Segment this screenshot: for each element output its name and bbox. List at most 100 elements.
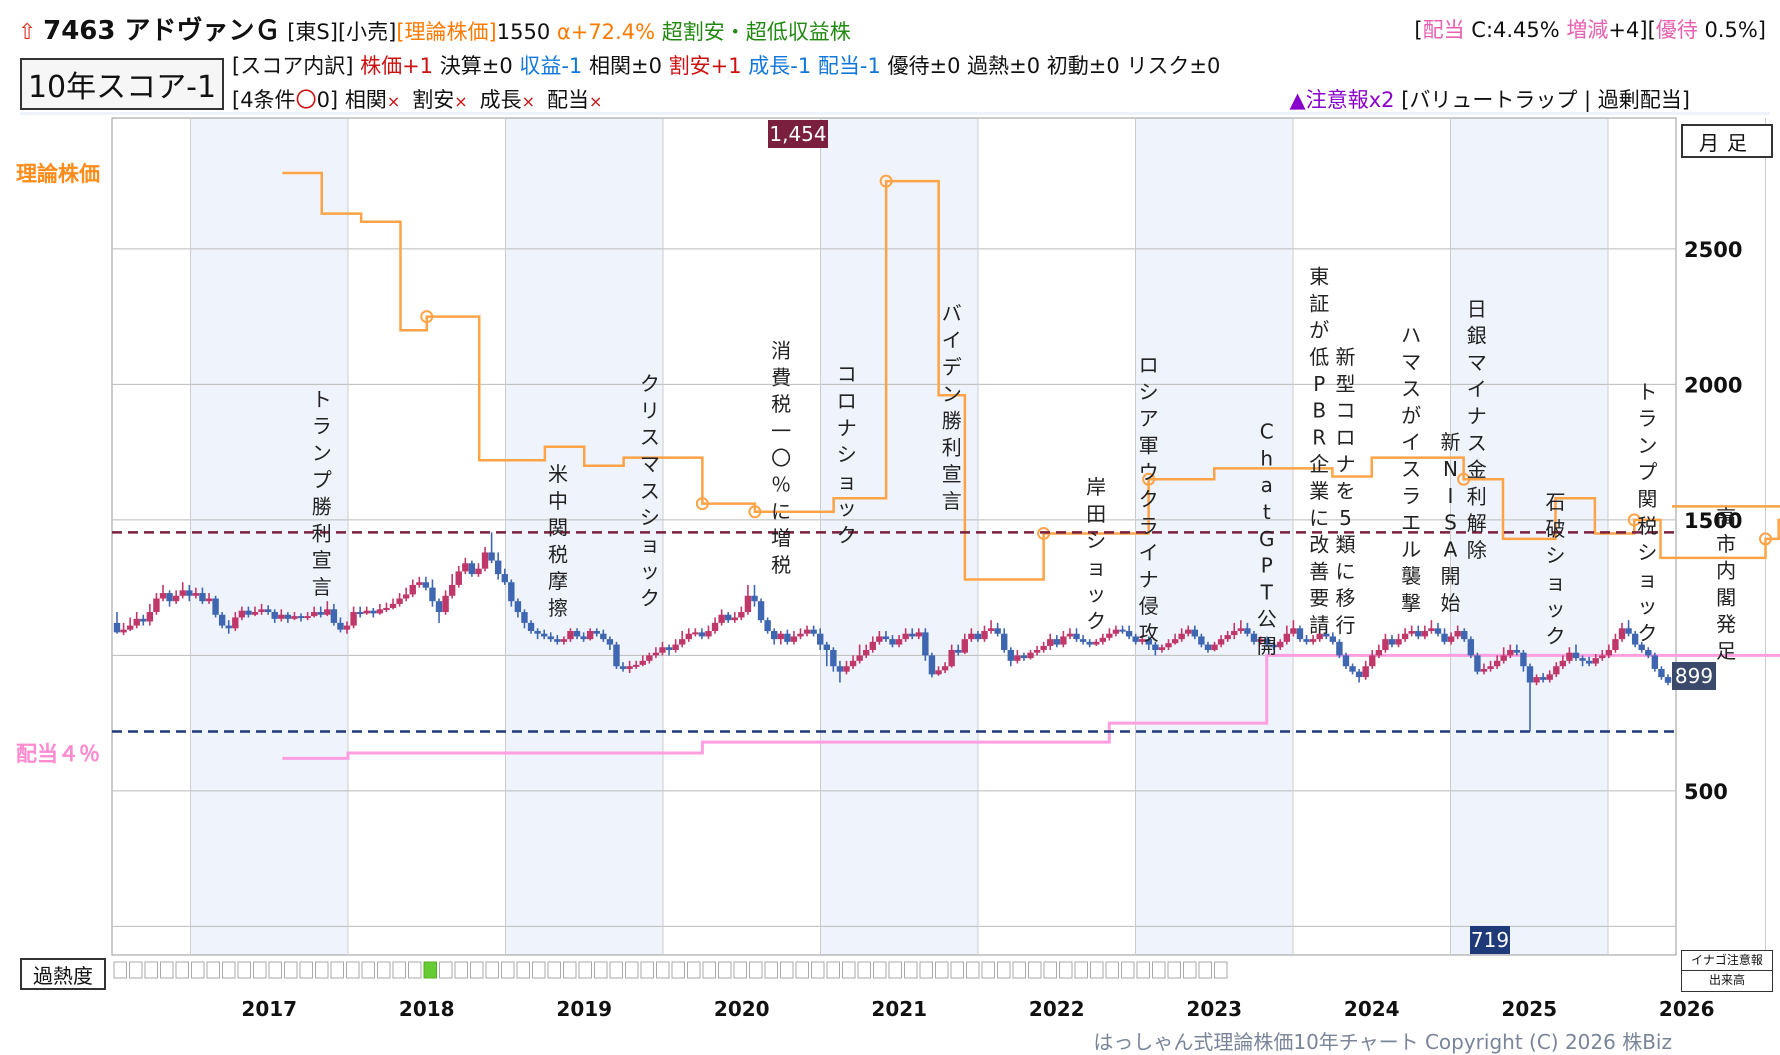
candle-body — [422, 582, 430, 588]
candle-body — [1618, 628, 1626, 640]
overheat-cell — [113, 961, 127, 979]
overheat-cell — [1028, 961, 1042, 979]
candle-body — [1651, 655, 1659, 669]
conditions-line: [4条件〇0] 相関× 割安× 成長× 配当× — [232, 84, 614, 114]
overheat-cell — [857, 961, 871, 979]
x-year-label: 2023 — [1186, 997, 1242, 1021]
x-year-label: 2025 — [1501, 997, 1557, 1021]
candle-body — [974, 633, 982, 640]
theory-price-value: 1550 — [496, 20, 551, 44]
candle-body — [1342, 655, 1350, 667]
overheat-cell — [423, 961, 437, 979]
overheat-cell — [1074, 961, 1088, 979]
candle-body — [1211, 644, 1218, 650]
condition-label: 成長 — [479, 88, 522, 112]
x-year-label: 2022 — [1029, 997, 1085, 1021]
stock-name: 7463 アドヴァンＧ — [43, 16, 281, 46]
candle-body — [1270, 644, 1277, 648]
monthly-button[interactable]: 月足 — [1681, 124, 1773, 158]
candle-body — [284, 614, 292, 619]
overheat-cell — [656, 961, 670, 979]
warning-line: ▲注意報x2 [バリュートラップ | 過剰配当] — [1290, 84, 1690, 114]
candle-body — [1631, 633, 1639, 645]
candle-body — [1382, 639, 1389, 650]
candle-body — [1145, 639, 1153, 645]
candle-body — [1204, 644, 1212, 650]
candle-body — [1585, 660, 1593, 664]
event-label: 東証が低 P B R 企業に改善要請 — [1309, 265, 1329, 637]
candle-body — [1625, 628, 1632, 634]
candle-body — [955, 649, 962, 653]
overheat-cell — [377, 961, 391, 979]
candle-body — [560, 639, 568, 642]
candle-body — [120, 629, 127, 633]
candle-body — [1073, 633, 1080, 640]
candle-body — [1060, 636, 1067, 645]
candle-body — [1040, 645, 1047, 650]
event-label: 高市内閣発足 — [1716, 505, 1736, 663]
candle-body — [1086, 641, 1093, 645]
candle-body — [1112, 629, 1120, 634]
score-item: リスク±0 — [1126, 54, 1221, 78]
candle-body — [948, 649, 955, 667]
event-label: 岸田ショック — [1086, 475, 1106, 633]
cross-icon: × — [521, 92, 536, 111]
high-badge: 1,454 — [769, 122, 826, 146]
candle-body — [1007, 649, 1014, 661]
theory-marker — [695, 497, 709, 511]
warning-badge: ▲注意報x2 — [1289, 88, 1395, 112]
candle-body — [1303, 639, 1310, 642]
candle-body — [264, 609, 272, 613]
x-year-label: 2018 — [399, 997, 455, 1021]
overheat-cell — [1136, 961, 1150, 979]
candle-body — [738, 612, 745, 618]
theory-axis-label: 理論株価 — [16, 162, 100, 186]
candle-body — [1513, 649, 1521, 653]
candle-body — [1559, 660, 1567, 667]
candle-body — [895, 639, 903, 645]
overheat-cell — [175, 961, 189, 979]
candle-body — [1001, 633, 1008, 650]
x-year-label: 2019 — [556, 997, 612, 1021]
candle-body — [1415, 631, 1422, 637]
candle-body — [797, 633, 804, 637]
candle-body — [1257, 639, 1264, 642]
overheat-cell — [1012, 961, 1026, 979]
candle-body — [987, 628, 995, 632]
candle-body — [718, 614, 725, 623]
candle-body — [849, 660, 857, 667]
overheat-cell — [966, 961, 980, 979]
candle-body — [448, 584, 456, 596]
candle-body — [764, 620, 771, 632]
candle-body — [534, 631, 541, 634]
candle-body — [1178, 633, 1185, 640]
candle-body — [606, 639, 614, 645]
overheat-cell — [284, 961, 298, 979]
candle-body — [1638, 644, 1645, 650]
candle-body — [1152, 644, 1159, 650]
candle-body — [416, 582, 423, 585]
overheat-cell — [299, 961, 313, 979]
candle-body — [494, 560, 502, 575]
candle-body — [1296, 628, 1304, 640]
event-label: ハマスがイスラエル襲撃 — [1401, 323, 1421, 615]
overheat-cell — [842, 961, 856, 979]
candle-body — [343, 625, 351, 630]
candle-body — [672, 644, 679, 650]
overheat-cell — [1214, 961, 1228, 979]
candle-body — [876, 636, 883, 642]
candle-body — [429, 587, 436, 602]
overheat-cell — [594, 961, 608, 979]
candle-body — [455, 571, 462, 585]
current-badge: 899 — [1675, 664, 1713, 688]
year-band — [190, 118, 348, 955]
overheat-cell — [485, 961, 499, 979]
event-label: コロナショック — [837, 362, 857, 547]
volume-label: 出来高 — [1708, 973, 1745, 987]
event-label: 石破ショック — [1546, 490, 1566, 648]
overheat-cell — [1167, 961, 1181, 979]
candle-body — [724, 614, 732, 621]
candle-body — [1533, 677, 1540, 683]
candle-body — [350, 612, 357, 626]
